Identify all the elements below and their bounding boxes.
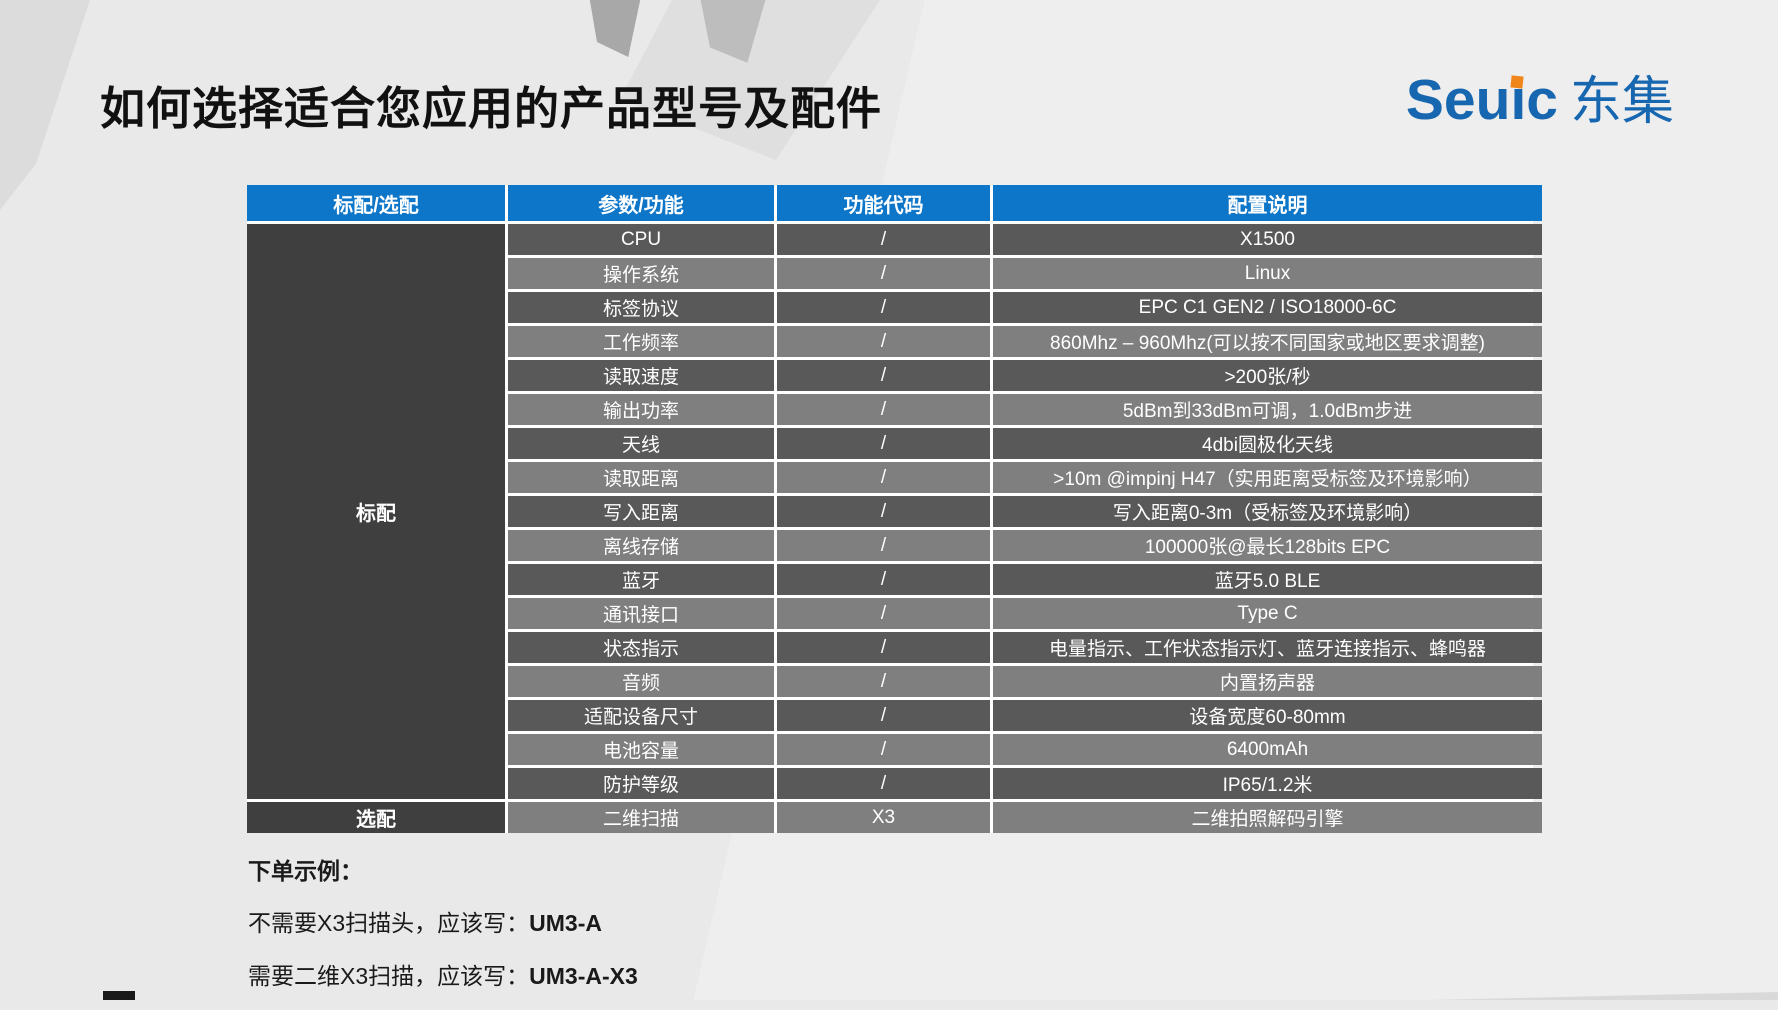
spec-table: 标配/选配 参数/功能 功能代码 配置说明 标配 CPU / X1500 操作系… xyxy=(247,185,1542,833)
page-title: 如何选择适合您应用的产品型号及配件 xyxy=(100,83,883,134)
order-note-text: 需要二维X3扫描，应该写： xyxy=(248,963,530,989)
standard-group-cell: 标配 xyxy=(247,224,505,799)
background-shape xyxy=(1430,992,1778,1000)
table-cell-desc: 二维拍照解码引擎 xyxy=(993,802,1542,833)
table-cell-code: / xyxy=(777,326,990,357)
table-cell-param: 离线存储 xyxy=(508,530,774,561)
order-note-line: 不需要X3扫描头，应该写：UM3-A xyxy=(248,904,638,938)
order-notes-heading: 下单示例： xyxy=(248,858,363,884)
table-cell-desc: X1500 xyxy=(993,224,1542,255)
background-shape xyxy=(700,0,766,63)
table-cell-param: CPU xyxy=(508,224,774,255)
order-notes: 下单示例： 不需要X3扫描头，应该写：UM3-A 需要二维X3扫描，应该写：UM… xyxy=(248,852,638,1010)
logo-orange-dot-icon xyxy=(1510,75,1525,89)
table-cell-param: 状态指示 xyxy=(508,632,774,663)
logo-letter-i: i xyxy=(1510,72,1526,129)
table-cell-desc: >10m @impinj H47（实用距离受标签及环境影响） xyxy=(993,462,1542,493)
table-cell-param: 工作频率 xyxy=(508,326,774,357)
order-note-text: 不需要X3扫描头，应该写： xyxy=(248,910,530,936)
column-header-code: 功能代码 xyxy=(777,185,990,221)
brand-logo-latin: Seui c xyxy=(1406,72,1558,129)
table-cell-desc: 860Mhz – 960Mhz(可以按不同国家或地区要求调整) xyxy=(993,326,1542,357)
table-cell-code: / xyxy=(777,462,990,493)
table-cell-code: / xyxy=(777,496,990,527)
table-cell-code: / xyxy=(777,632,990,663)
logo-text-part: c xyxy=(1526,68,1558,132)
table-cell-desc: 内置扬声器 xyxy=(993,666,1542,697)
table-cell-code: / xyxy=(777,734,990,765)
table-cell-desc: 4dbi圆极化天线 xyxy=(993,428,1542,459)
table-cell-code: / xyxy=(777,700,990,731)
table-cell-code: / xyxy=(777,292,990,323)
table-cell-param: 蓝牙 xyxy=(508,564,774,595)
table-cell-code: / xyxy=(777,258,990,289)
table-cell-code: X3 xyxy=(777,802,990,833)
table-cell-desc: 5dBm到33dBm可调，1.0dBm步进 xyxy=(993,394,1542,425)
table-cell-param: 标签协议 xyxy=(508,292,774,323)
table-cell-code: / xyxy=(777,666,990,697)
table-cell-param: 输出功率 xyxy=(508,394,774,425)
table-cell-desc: Linux xyxy=(993,258,1542,289)
background-shape xyxy=(0,0,90,210)
table-cell-param: 读取距离 xyxy=(508,462,774,493)
table-cell-param: 防护等级 xyxy=(508,768,774,799)
order-note-code: UM3-A xyxy=(529,910,602,936)
table-cell-param: 通讯接口 xyxy=(508,598,774,629)
table-cell-param: 音频 xyxy=(508,666,774,697)
table-cell-desc: 写入距离0-3m（受标签及环境影响） xyxy=(993,496,1542,527)
table-cell-desc: Type C xyxy=(993,598,1542,629)
table-cell-desc: 100000张@最长128bits EPC xyxy=(993,530,1542,561)
table-cell-code: / xyxy=(777,530,990,561)
table-cell-code: / xyxy=(777,224,990,255)
table-cell-desc: >200张/秒 xyxy=(993,360,1542,391)
table-cell-param: 电池容量 xyxy=(508,734,774,765)
order-note-line: 需要二维X3扫描，应该写：UM3-A-X3 xyxy=(248,957,638,991)
table-cell-param: 天线 xyxy=(508,428,774,459)
table-cell-code: / xyxy=(777,394,990,425)
table-cell-code: / xyxy=(777,360,990,391)
brand-logo-cjk: 东集 xyxy=(1569,73,1674,131)
optional-group-cell: 选配 xyxy=(247,802,505,833)
table-cell-code: / xyxy=(777,564,990,595)
table-cell-desc: 电量指示、工作状态指示灯、蓝牙连接指示、蜂鸣器 xyxy=(993,632,1542,663)
table-cell-desc: 设备宽度60-80mm xyxy=(993,700,1542,731)
table-cell-desc: 蓝牙5.0 BLE xyxy=(993,564,1542,595)
column-header-description: 配置说明 xyxy=(993,185,1542,221)
order-note-code: UM3-A-X3 xyxy=(529,963,638,989)
column-header-config-type: 标配/选配 xyxy=(247,185,505,221)
column-header-parameter: 参数/功能 xyxy=(508,185,774,221)
table-cell-code: / xyxy=(777,768,990,799)
logo-text-part: Seu xyxy=(1405,68,1511,132)
table-cell-param: 操作系统 xyxy=(508,258,774,289)
table-cell-code: / xyxy=(777,598,990,629)
background-shape xyxy=(589,0,641,57)
table-cell-code: / xyxy=(777,428,990,459)
brand-logo: Seui c 东集 xyxy=(1406,72,1674,129)
table-cell-desc: IP65/1.2米 xyxy=(993,768,1542,799)
table-cell-param: 读取速度 xyxy=(508,360,774,391)
table-cell-desc: EPC C1 GEN2 / ISO18000-6C xyxy=(993,292,1542,323)
table-cell-desc: 6400mAh xyxy=(993,734,1542,765)
table-cell-param: 二维扫描 xyxy=(508,802,774,833)
table-cell-param: 适配设备尺寸 xyxy=(508,700,774,731)
table-cell-param: 写入距离 xyxy=(508,496,774,527)
background-shape xyxy=(103,991,135,1000)
